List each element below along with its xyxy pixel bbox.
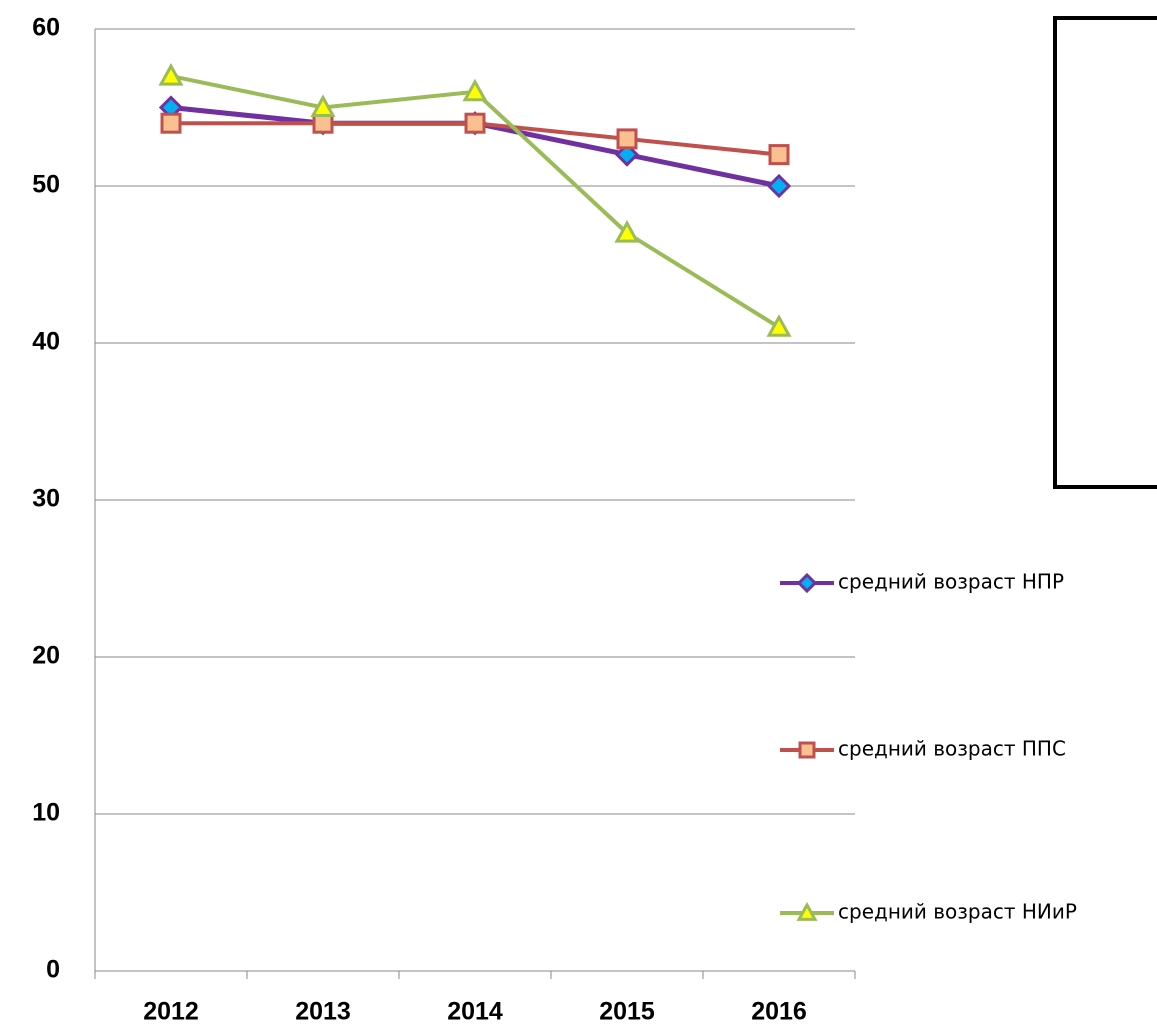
y-tick-label: 50: [32, 171, 60, 199]
marker: [769, 317, 789, 335]
marker: [162, 114, 180, 132]
marker: [770, 146, 788, 164]
x-tick-label: 2012: [143, 998, 199, 1026]
marker: [618, 130, 636, 148]
marker: [799, 575, 815, 591]
x-tick-label: 2015: [599, 998, 655, 1026]
legend-label: средний возраст НПР: [838, 570, 1064, 594]
marker: [800, 743, 814, 757]
chart: 22222 0 10 20 30 40 50 60 2012 2013 2014 2015 2016 с…: [0, 0, 1157, 1035]
y-tick-label: 40: [32, 328, 60, 356]
table: 22222: [1055, 18, 1157, 487]
marker: [466, 114, 484, 132]
marker: [799, 905, 815, 919]
x-tick-label: 2013: [295, 998, 351, 1026]
y-tick-label: 60: [32, 14, 60, 42]
y-tick-label: 10: [32, 799, 60, 827]
marker: [161, 66, 181, 84]
x-tick-label: 2014: [447, 998, 503, 1026]
y-tick-label: 30: [32, 485, 60, 513]
page: 22222 0 10 20 30 40 50 60 2012 2013 2014 2015 2016 с…: [0, 0, 1157, 1035]
y-tick-label: 0: [46, 956, 60, 984]
table-frame: [1055, 18, 1157, 487]
x-tick-label: 2016: [751, 998, 807, 1026]
y-tick-label: 20: [32, 642, 60, 670]
legend-label: средний возраст ППС: [838, 737, 1066, 761]
legend-label: средний возраст НИиР: [838, 900, 1077, 924]
marker: [769, 176, 789, 196]
